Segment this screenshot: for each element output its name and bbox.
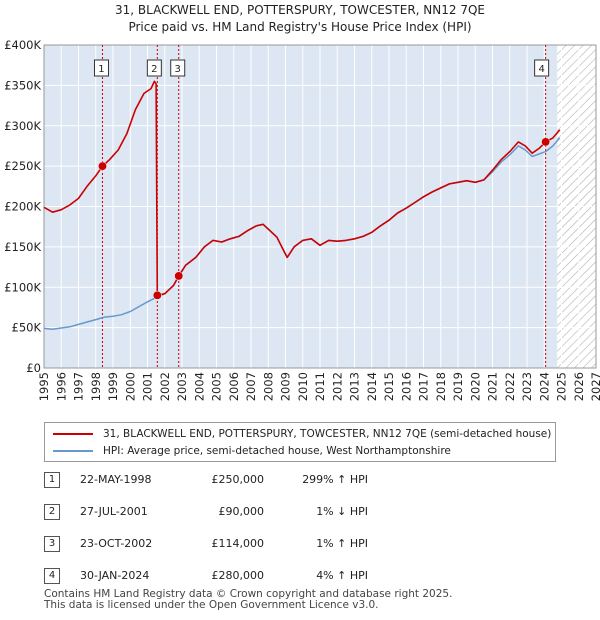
x-tick-label: 2008: [261, 372, 275, 401]
transaction-point: [152, 290, 162, 300]
transaction-hpi: 299% ↑ HPI: [302, 473, 368, 486]
transaction-hpi: 1% ↑ HPI: [316, 537, 368, 550]
x-tick-label: 2021: [486, 372, 500, 401]
price-chart: £0 £50K £100K £150K £200K £250K £300K £350K £400…: [4, 38, 600, 401]
y-tick-label: £250K: [4, 159, 41, 173]
transaction-number: 1: [44, 472, 60, 488]
transaction-point: [98, 161, 107, 171]
transaction-number: 2: [44, 504, 60, 520]
x-tick-label: 2018: [434, 372, 448, 401]
x-tick-label: 2014: [365, 372, 379, 401]
transaction-label-box: [170, 59, 186, 77]
transaction-hpi: 4% ↑ HPI: [316, 569, 368, 582]
x-tick-label: 2024: [537, 372, 551, 401]
transaction-price: £114,000: [211, 537, 265, 550]
x-tick-label: 2002: [158, 372, 172, 401]
transaction-label-box: [93, 59, 109, 77]
y-tick-label: £300K: [4, 119, 41, 133]
legend-item-hpi: HPI: Average price, semi-detached house,…: [53, 443, 451, 459]
transaction-date: 22-MAY-1998: [80, 473, 152, 486]
plot-frame: [43, 44, 597, 369]
x-tick-label: 2017: [417, 372, 431, 401]
transaction-label-box: [146, 59, 162, 77]
transaction-date: 23-OCT-2002: [80, 537, 153, 550]
footer: Contains HM Land Registry data © Crown c…: [44, 589, 452, 611]
transaction-point: [541, 137, 551, 147]
x-tick-label: 2003: [175, 372, 189, 401]
x-tick-label: 2013: [348, 372, 362, 401]
legend-swatch-property: [53, 433, 93, 435]
table-row: 4 30-JAN-2024 £280,000 4% ↑ HPI: [44, 568, 564, 584]
transaction-label: 2: [151, 64, 157, 75]
transaction-label: 3: [175, 64, 181, 75]
chart-subtitle: Price paid vs. HM Land Registry's House …: [128, 20, 472, 34]
x-tick-label: 1997: [72, 372, 86, 401]
table-row: 2 27-JUL-2001 £90,000 1% ↓ HPI: [44, 504, 564, 520]
transaction-label: 4: [538, 64, 544, 75]
x-tick-label: 2011: [313, 372, 327, 401]
x-tick-label: 2004: [192, 372, 206, 401]
table-row: 3 23-OCT-2002 £114,000 1% ↑ HPI: [44, 536, 564, 552]
x-tick-label: 2012: [330, 372, 344, 401]
x-tick-label: 2010: [296, 372, 310, 401]
x-tick-label: 2015: [382, 372, 396, 401]
x-tick-label: 2020: [468, 372, 482, 401]
x-tick-label: 2001: [141, 372, 155, 401]
x-tick-label: 2027: [589, 372, 600, 401]
footer-line-1: Contains HM Land Registry data © Crown c…: [44, 588, 453, 600]
transaction-label-box: [534, 59, 550, 77]
y-tick-label: £0: [26, 361, 41, 375]
x-tick-label: 2025: [555, 372, 569, 401]
y-tick-label: £150K: [4, 240, 41, 254]
transaction-number: 3: [44, 536, 60, 552]
legend-label-hpi: HPI: Average price, semi-detached house,…: [103, 445, 451, 457]
x-tick-label: 2005: [210, 372, 224, 401]
x-tick-label: 2007: [244, 372, 258, 401]
y-tick-label: £350K: [4, 78, 41, 92]
x-tick-label: 1995: [37, 372, 51, 401]
x-tick-label: 1998: [89, 372, 103, 401]
x-tick-label: 2023: [520, 372, 534, 401]
transaction-price: £280,000: [211, 569, 265, 582]
transaction-price: £250,000: [211, 473, 265, 486]
transaction-point: [174, 271, 184, 281]
legend-item-property: 31, BLACKWELL END, POTTERSPURY, TOWCESTE…: [53, 426, 551, 442]
x-tick-label: 1996: [54, 372, 68, 401]
x-tick-label: 2016: [399, 372, 413, 401]
transaction-number: 4: [44, 568, 60, 584]
y-tick-label: £50K: [12, 321, 42, 335]
table-row: 1 22-MAY-1998 £250,000 299% ↑ HPI: [44, 472, 564, 488]
x-tick-label: 2019: [451, 372, 465, 401]
x-tick-label: 2022: [503, 372, 517, 401]
transaction-date: 27-JUL-2001: [80, 505, 148, 518]
x-tick-label: 1999: [106, 372, 120, 401]
property-series-line: [43, 80, 561, 297]
x-tick-label: 2026: [572, 372, 586, 401]
transaction-price: £90,000: [218, 505, 265, 518]
legend: 31, BLACKWELL END, POTTERSPURY, TOWCESTE…: [44, 422, 556, 462]
legend-label-property: 31, BLACKWELL END, POTTERSPURY, TOWCESTE…: [103, 428, 552, 440]
transaction-date: 30-JAN-2024: [80, 569, 150, 582]
y-tick-label: £200K: [4, 200, 41, 214]
transaction-label: 1: [98, 64, 104, 75]
legend-swatch-hpi: [53, 450, 93, 452]
x-tick-label: 2009: [279, 372, 293, 401]
y-tick-label: £100K: [4, 280, 41, 294]
x-tick-label: 2006: [227, 372, 241, 401]
transaction-hpi: 1% ↓ HPI: [316, 505, 368, 518]
x-tick-label: 2000: [123, 372, 137, 401]
chart-title: 31, BLACKWELL END, POTTERSPURY, TOWCESTE…: [115, 3, 485, 17]
y-tick-label: £400K: [4, 38, 41, 52]
footer-line-2: This data is licensed under the Open Gov…: [44, 599, 379, 611]
